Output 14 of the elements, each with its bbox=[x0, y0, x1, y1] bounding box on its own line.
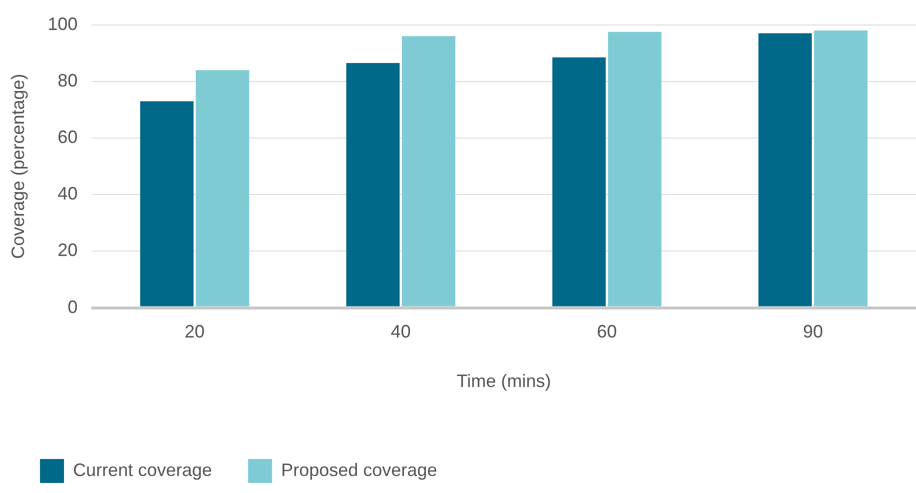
y-tick-label: 40 bbox=[58, 184, 78, 204]
y-tick-label: 60 bbox=[58, 126, 78, 147]
y-tick-label: 80 bbox=[58, 70, 78, 90]
y-axis-title: Coverage (percentage) bbox=[8, 74, 28, 259]
y-tick-label: 20 bbox=[58, 240, 78, 260]
legend-label: Current coverage bbox=[73, 460, 212, 480]
legend-label: Proposed coverage bbox=[281, 460, 438, 480]
x-tick-label: 60 bbox=[596, 322, 617, 342]
x-axis-title: Time (mins) bbox=[456, 371, 551, 392]
x-tick-label: 20 bbox=[184, 322, 205, 342]
y-tick-label: 0 bbox=[68, 296, 78, 317]
x-tick-label: 90 bbox=[802, 322, 823, 342]
y-tick-label: 100 bbox=[48, 14, 78, 34]
x-tick-label: 40 bbox=[390, 322, 411, 342]
